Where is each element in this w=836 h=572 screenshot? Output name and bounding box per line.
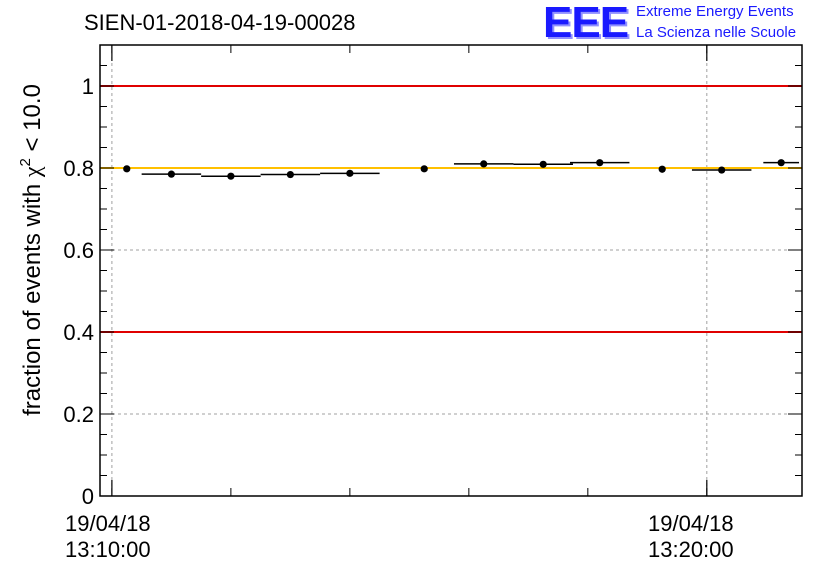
logo-caption-line2: La Scienza nelle Scuole <box>636 24 797 41</box>
y-tick-label: 0.2 <box>63 402 94 427</box>
data-point <box>320 169 380 177</box>
chart-title: SIEN-01-2018-04-19-00028 <box>84 10 356 35</box>
y-axis-label-suffix: < 10.0 <box>19 84 46 158</box>
data-point <box>658 165 666 173</box>
y-tick-label: 0.6 <box>63 238 94 263</box>
data-point <box>763 159 800 167</box>
x-tick-label-start: 19/04/18 13:10:00 <box>65 511 151 563</box>
data-point <box>453 160 514 168</box>
data-marker <box>539 160 547 168</box>
y-tick-labels: 0 0.2 0.4 0.6 0.8 1 <box>63 74 94 509</box>
y-tick-label: 0.4 <box>63 320 94 345</box>
x-tick-time: 13:10:00 <box>65 537 151 562</box>
data-point <box>513 160 573 168</box>
data-marker <box>596 159 604 167</box>
y-axis-label-sup: 2 <box>17 158 34 166</box>
data-point <box>569 159 630 167</box>
plot-frame <box>99 44 803 497</box>
y-axis-label-symbol: χ <box>20 166 46 178</box>
axes <box>99 44 803 497</box>
logo-caption-line1: Extreme Energy Events <box>636 3 794 20</box>
data-marker <box>346 169 354 177</box>
data-marker <box>658 165 666 173</box>
y-axis-label-prefix: fraction of events with <box>19 177 46 416</box>
y-tick-label: 0 <box>82 484 94 509</box>
data-marker <box>777 159 785 167</box>
x-tick-date: 19/04/18 <box>65 511 151 536</box>
eee-logo: EEE <box>543 0 629 47</box>
data-point <box>260 170 321 179</box>
y-tick-label: 1 <box>82 74 94 99</box>
data-points <box>123 159 800 180</box>
x-tick-label-end: 19/04/18 13:20:00 <box>648 511 734 563</box>
y-tick-label: 0.8 <box>63 156 94 181</box>
data-point <box>420 165 428 173</box>
data-point <box>691 166 752 174</box>
data-point <box>123 165 131 173</box>
data-marker <box>123 165 131 173</box>
reference-lines <box>100 85 802 333</box>
y-axis-label: fraction of events with χ2 < 10.0 <box>17 84 46 416</box>
data-marker <box>480 160 488 168</box>
data-point <box>141 170 202 178</box>
data-marker <box>420 165 428 173</box>
data-marker <box>227 172 235 180</box>
data-marker <box>286 170 294 179</box>
grid-lines <box>100 45 802 496</box>
x-tick-time: 13:20:00 <box>648 537 734 562</box>
data-marker <box>167 170 175 178</box>
data-point <box>201 172 261 180</box>
x-tick-date: 19/04/18 <box>648 511 734 536</box>
data-marker <box>718 166 726 174</box>
